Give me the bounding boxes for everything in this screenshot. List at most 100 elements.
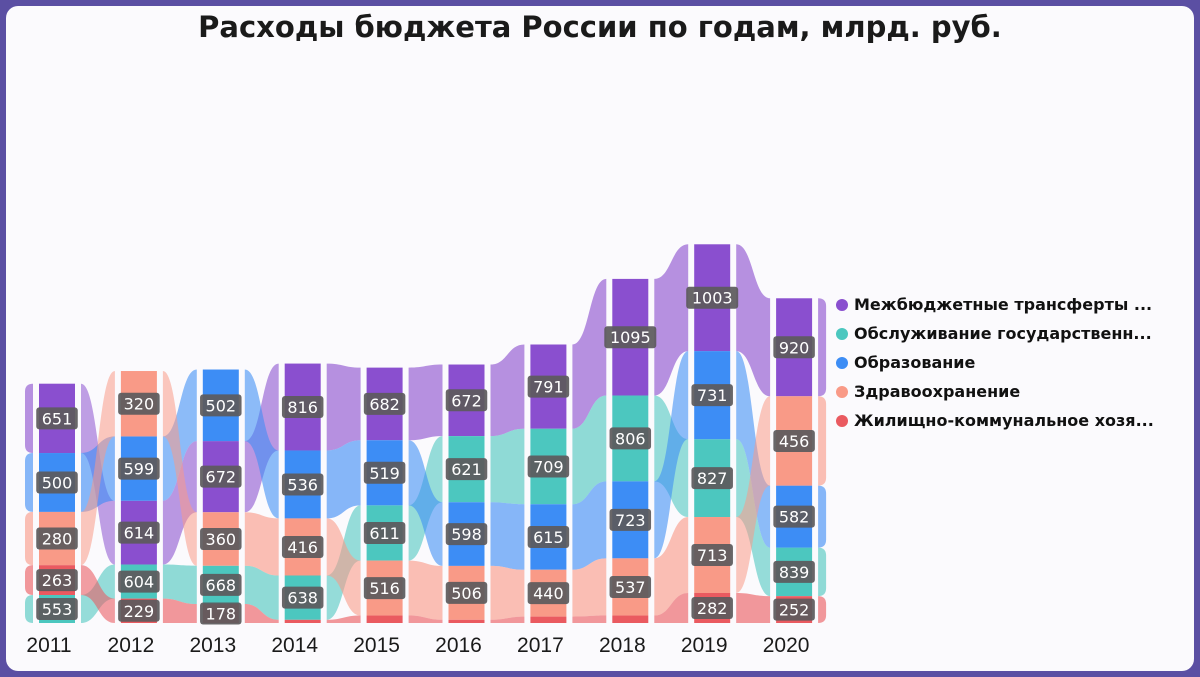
x-tick-2015: 2015: [353, 634, 400, 657]
data-label-2020-обслуживание-государственн: 839: [773, 560, 815, 583]
ribbon-cap-образование-2011: [25, 453, 33, 512]
svg-text:416: 416: [287, 538, 318, 557]
ribbon-жилищно-коммунальное-хозя-2015-2016: [408, 615, 443, 623]
legend-label: Жилищно-коммунальное хозя...: [854, 411, 1154, 430]
svg-text:440: 440: [533, 584, 564, 603]
data-label-2016-межбюджетные-трансферты: 672: [445, 389, 488, 412]
ribbon-межбюджетные-трансферты-2016-2017: [490, 344, 525, 437]
legend-label: Образование: [854, 353, 976, 372]
ribbon-cap-здравоохранение-2020: [818, 396, 827, 486]
svg-text:611: 611: [369, 524, 400, 543]
legend-item-здравоохранение[interactable]: Здравоохранение: [836, 377, 1196, 406]
data-label-2019-здравоохранение: 713: [691, 543, 733, 566]
chart-title: Расходы бюджета России по годам, млрд. р…: [198, 10, 1002, 44]
svg-text:731: 731: [697, 386, 728, 405]
ribbon-межбюджетные-трансферты-2017-2018: [572, 278, 607, 429]
ribbon-здравоохранение-2018-2019: [654, 517, 689, 616]
legend-item-межбюджетные-трансферты[interactable]: Межбюджетные трансферты ...: [836, 290, 1196, 319]
ribbon-здравоохранение-2013-2014: [244, 512, 279, 576]
data-label-2017-обслуживание-государственн: 709: [527, 455, 570, 478]
svg-text:713: 713: [697, 546, 728, 565]
data-label-2015-межбюджетные-трансферты: 682: [363, 392, 406, 415]
data-label-2019-обслуживание-государственн: 827: [691, 467, 733, 490]
svg-text:672: 672: [451, 391, 482, 410]
data-label-2016-обслуживание-государственн: 621: [445, 458, 488, 481]
data-label-2019-жилищно-коммунальное-хозя: 282: [691, 596, 733, 619]
legend-label: Межбюджетные трансферты ...: [854, 295, 1153, 314]
data-label-2012-жилищно-коммунальное-хозя: 229: [118, 599, 160, 622]
svg-text:672: 672: [206, 468, 237, 487]
legend-label: Обслуживание государственн...: [854, 324, 1152, 343]
ribbon-здравоохранение-2015-2016: [408, 560, 443, 620]
data-labels: 651 614 672 816 682 672 791 1095 1003 920 553 604 66…: [36, 286, 815, 625]
svg-text:598: 598: [451, 525, 482, 544]
svg-text:709: 709: [533, 457, 564, 476]
legend-item-жилищно-коммунальное-хозя[interactable]: Жилищно-коммунальное хозя...: [836, 406, 1196, 435]
ribbon-образование-2014-2015: [326, 440, 361, 519]
x-tick-2016: 2016: [435, 634, 482, 657]
svg-text:252: 252: [779, 601, 810, 620]
data-label-2015-образование: 519: [363, 461, 406, 484]
data-label-2014-здравоохранение: 416: [281, 535, 324, 558]
bar-жилищно-коммунальное-хозя-2016: [448, 619, 485, 623]
svg-text:791: 791: [533, 378, 564, 397]
bar-жилищно-коммунальное-хозя-2018: [612, 615, 649, 623]
legend-swatch: [836, 414, 848, 427]
data-label-2012-обслуживание-государственн: 604: [118, 570, 160, 593]
data-label-2014-межбюджетные-трансферты: 816: [281, 396, 324, 419]
svg-text:263: 263: [42, 571, 73, 590]
ribbon-жилищно-коммунальное-хозя-2018-2019: [654, 592, 689, 623]
x-tick-2014: 2014: [271, 634, 318, 657]
ribbon-жилищно-коммунальное-хозя-2014-2015: [326, 615, 361, 623]
svg-text:621: 621: [451, 460, 482, 479]
x-axis: 2011 2012 2013 2014 2015 2016 2017 2018 2019 2020: [26, 634, 809, 657]
svg-text:360: 360: [206, 530, 237, 549]
data-label-2020-жилищно-коммунальное-хозя: 252: [773, 598, 815, 621]
bar-жилищно-коммунальное-хозя-2014: [284, 619, 321, 623]
ribbon-межбюджетные-трансферты-2014-2015: [326, 363, 361, 451]
ribbon-образование-2018-2019: [654, 351, 689, 559]
svg-text:516: 516: [369, 579, 400, 598]
x-tick-2011: 2011: [26, 634, 71, 657]
ribbon-здравоохранение-2019-2020: [736, 396, 771, 593]
data-label-2020-образование: 582: [773, 505, 815, 528]
legend-item-обслуживание-государственн[interactable]: Обслуживание государственн...: [836, 319, 1196, 348]
svg-text:1003: 1003: [692, 289, 733, 308]
ribbon-обслуживание-государственн-2012-2013: [162, 564, 197, 605]
data-label-2013-жилищно-коммунальное-хозя: 178: [200, 602, 242, 625]
data-label-2020-здравоохранение: 456: [773, 429, 815, 452]
ribbon-cap-обслуживание-государственн-2020: [818, 547, 827, 597]
legend-swatch: [836, 327, 848, 340]
svg-text:638: 638: [287, 589, 318, 608]
data-label-2019-образование: 731: [691, 384, 733, 407]
svg-text:519: 519: [369, 464, 400, 483]
ribbon-образование-2012-2013: [162, 369, 197, 501]
data-label-2011-жилищно-коммунальное-хозя: 263: [36, 569, 78, 592]
data-label-2018-образование: 723: [609, 508, 652, 531]
svg-text:553: 553: [42, 600, 73, 619]
data-label-2018-межбюджетные-трансферты: 1095: [604, 326, 657, 349]
ribbons: [25, 244, 827, 623]
data-label-2019-межбюджетные-трансферты: 1003: [686, 286, 739, 309]
data-label-2018-здравоохранение: 537: [609, 575, 652, 598]
x-tick-2012: 2012: [108, 634, 155, 657]
data-label-2011-межбюджетные-трансферты: 651: [36, 407, 78, 430]
data-label-2012-межбюджетные-трансферты: 614: [118, 521, 160, 544]
svg-text:682: 682: [369, 395, 400, 414]
svg-text:178: 178: [206, 605, 237, 624]
svg-text:500: 500: [42, 473, 73, 492]
data-label-2017-здравоохранение: 440: [527, 582, 570, 605]
legend-label: Здравоохранение: [854, 382, 1021, 401]
ribbon-межбюджетные-трансферты-2019-2020: [736, 244, 771, 397]
legend: Межбюджетные трансферты ... Обслуживание …: [836, 290, 1196, 435]
bar-жилищно-коммунальное-хозя-2017: [530, 616, 567, 623]
legend-item-образование[interactable]: Образование: [836, 348, 1196, 377]
data-label-2017-межбюджетные-трансферты: 791: [527, 375, 570, 398]
ribbon-здравоохранение-2011-2012: [81, 371, 115, 566]
data-label-2011-образование: 500: [36, 471, 78, 494]
data-label-2016-здравоохранение: 506: [445, 581, 488, 604]
ribbon-межбюджетные-трансферты-2018-2019: [654, 244, 689, 396]
data-label-2013-обслуживание-государственн: 668: [200, 573, 242, 596]
ribbon-cap-обслуживание-государственн-2011: [25, 594, 33, 623]
